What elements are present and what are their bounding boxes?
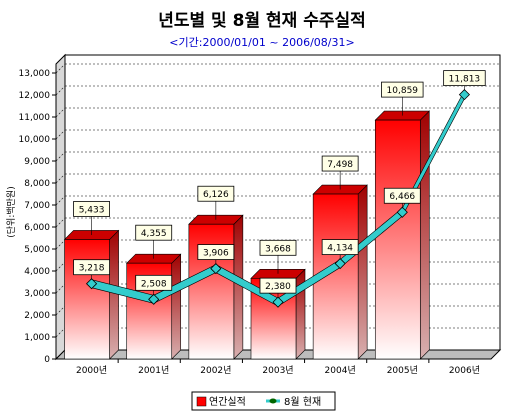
x-axis: 2000년 2001년 2002년 2003년 2004년 2005년 2006년 [76,359,480,376]
line-data-label-box [321,239,359,255]
y-axis-label: (단위:백만원) [6,186,17,237]
bar-data-label: 7,498 [327,160,353,170]
line-data-label: 2,380 [265,282,291,292]
line-data-label-box [73,259,110,276]
bar-data-label: 3,668 [265,244,291,254]
line-data-label-box [259,277,297,294]
line-data-label: 3,218 [79,264,105,274]
legend-bar-swatch [196,396,207,407]
line-data-label-box [443,70,486,87]
y-tick-label: 0 [44,355,50,365]
line-marker [272,296,284,308]
x-tick-label: 2005년 [387,365,418,376]
bar [374,119,421,360]
y-tick-label: 1,000 [24,333,50,343]
line-data-label: 11,813 [449,75,481,85]
bar-data-label-box [321,155,359,172]
line-marker [334,257,346,270]
x-tick-label: 2006년 [449,365,480,376]
y-tick-label: 3,000 [24,289,50,299]
bar-data-label: 5,433 [79,205,105,215]
chart-subtitle: <기간:2000/01/01 ~ 2006/08/31> [169,36,354,49]
x-tick-label: 2002년 [200,365,231,376]
y-tick-label: 13,000 [19,69,51,79]
y-tick-label: 7,000 [24,201,50,211]
bar-data-label-box [73,201,110,217]
line-data-label: 3,906 [203,249,229,259]
bar-side [233,214,244,360]
y-tick-label: 6,000 [24,223,50,233]
line-data-label: 4,134 [327,244,353,254]
bar-side [357,184,368,360]
line-marker [210,263,222,275]
bar-side [109,229,119,360]
line-data-labels: 3,218 2,508 3,906 2,380 4,134 6,466 11,813 [73,70,486,299]
line-data-label-box [197,244,235,260]
y-tick-label: 11,000 [19,113,51,123]
y-tick-label: 9,000 [24,157,50,167]
legend-bar-label: 연간실적 [209,396,246,408]
bar [64,239,110,360]
x-tick-label: 2001년 [138,365,169,376]
y-tick-label: 2,000 [24,311,50,321]
y-axis: 0 1,000 2,000 3,000 4,000 5,000 6,000 7,000 8,00… [19,69,56,365]
legend-line-label: 8월 현재 [284,396,321,408]
bar-data-labels: 5,433 4,355 6,126 3,668 7,498 10,859 [73,81,424,274]
bar-data-label-box [381,81,424,98]
legend-line-marker [269,398,277,404]
bar-side [419,110,430,360]
line-data-label: 6,466 [389,192,415,202]
line-data-label: 2,508 [141,279,167,289]
line-marker [458,89,470,101]
y-tick-label: 10,000 [19,135,51,145]
bar-data-label-box [197,185,235,202]
left-wall [55,53,66,361]
y-tick-label: 8,000 [24,179,50,189]
bar-data-label: 4,355 [141,229,167,239]
y-tick-label: 4,000 [24,267,50,277]
chart-title: 년도별 및 8월 현재 수주실적 [158,11,366,31]
x-tick-label: 2003년 [262,365,293,376]
bar-data-label: 6,126 [203,190,229,200]
y-tick-label: 5,000 [24,245,50,255]
line-marker [86,278,98,290]
bar-data-label-box [135,224,173,241]
line-marker [396,206,408,218]
line-data-label-box [383,187,421,204]
y-tick-label: 12,000 [19,91,51,101]
line-marker [148,293,160,305]
legend: 연간실적 8월 현재 [191,391,336,411]
x-tick-label: 2000년 [76,365,107,376]
bar-side [171,253,182,360]
line-data-label-box [135,274,173,291]
bar-data-label: 10,859 [387,86,419,96]
bar-data-label-box [259,239,297,256]
legend-box [191,391,336,411]
x-tick-label: 2004년 [325,365,356,376]
